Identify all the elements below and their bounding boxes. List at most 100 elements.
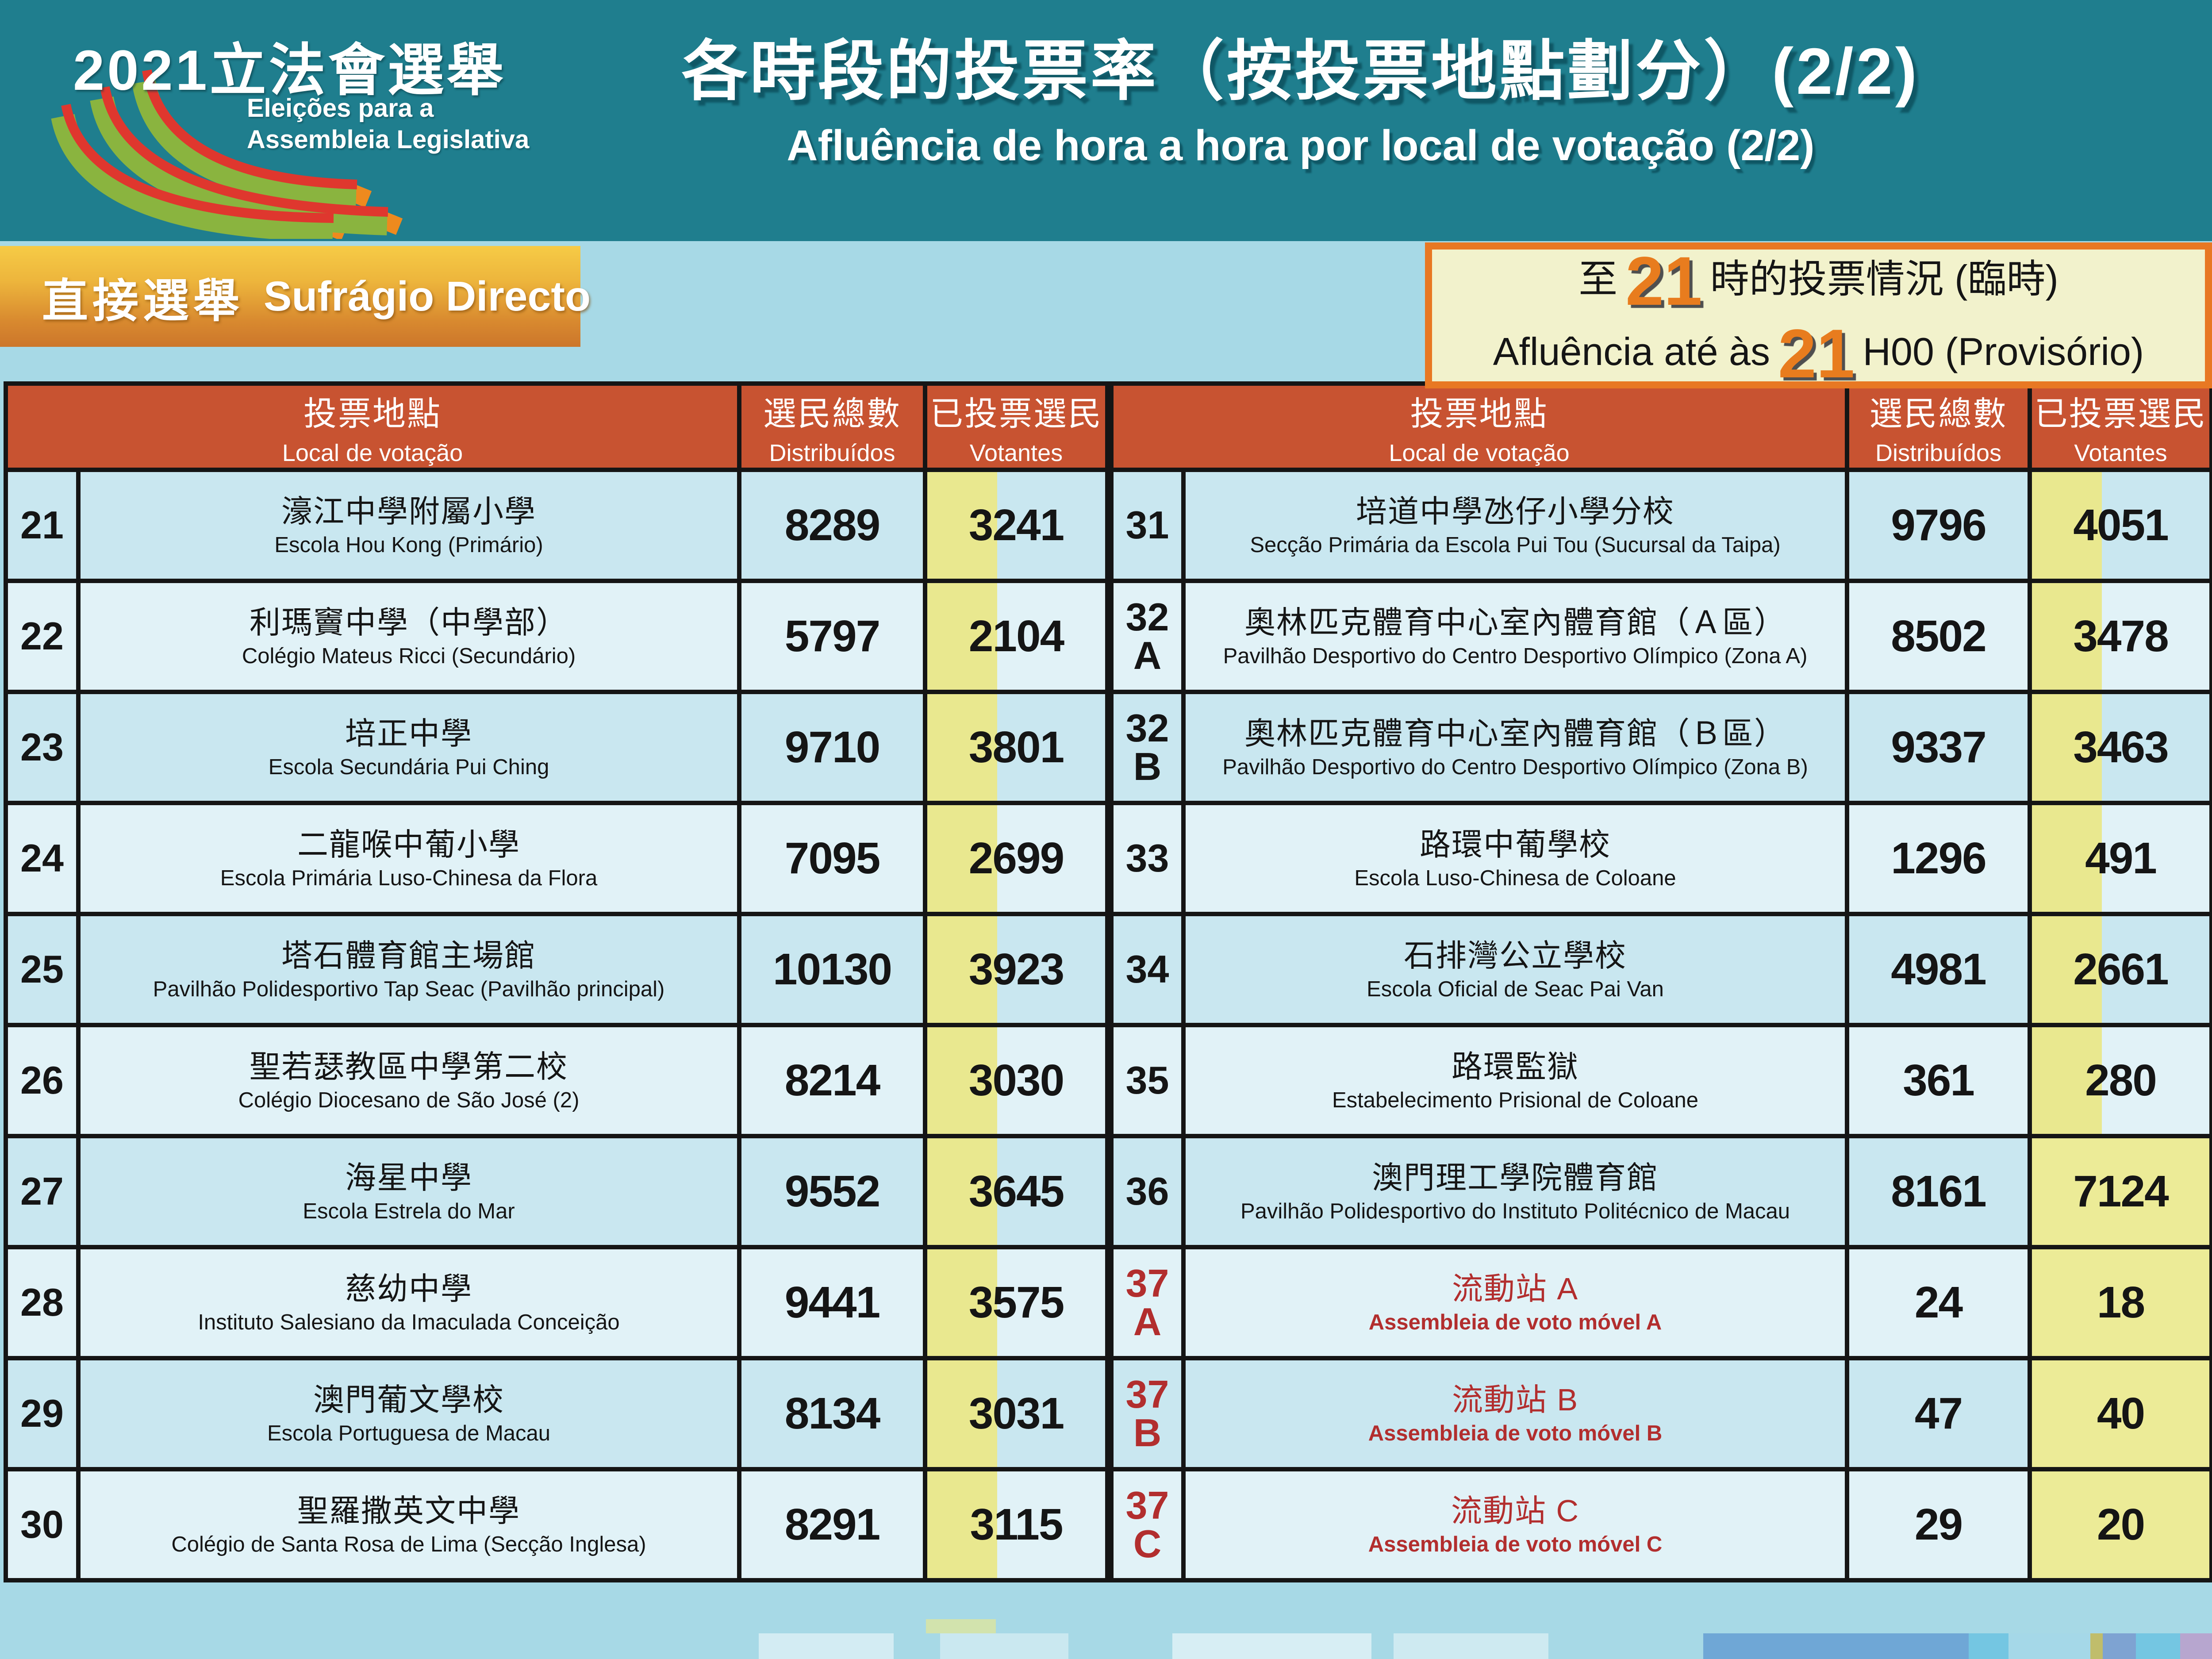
site-name-zh: 路環中葡學校 [1420, 827, 1611, 862]
site-number-cell: 27 [4, 1134, 81, 1249]
table-header-row: 投票地點 Local de votação 選民總數 Distribuídos … [3, 381, 1110, 472]
voters-cell: 20 [2028, 1467, 2212, 1582]
row-number: 32 [1125, 595, 1169, 639]
table-row: 32 B 奧林匹克體育中心室內體育館（Ｂ區） Pavilhão Desporti… [1109, 690, 2212, 805]
distributed-cell: 8214 [737, 1023, 928, 1138]
site-name-cell: 奧林匹克體育中心室內體育館（Ｂ區） Pavilhão Desportivo do… [1181, 690, 1850, 805]
row-number: 37 [1125, 1372, 1169, 1417]
cityscape-building-icon [1394, 1633, 1548, 1659]
distributed-cell: 8134 [737, 1356, 928, 1471]
col-header-distributed-pt: Distribuídos [769, 440, 895, 466]
site-number-cell: 29 [4, 1356, 81, 1471]
status-hour-zh: 21 [1625, 243, 1702, 320]
site-name-zh: 澳門葡文學校 [313, 1382, 504, 1417]
site-name-pt: Pavilhão Polidesportivo Tap Seac (Pavilh… [153, 977, 665, 1001]
site-number-cell: 25 [4, 912, 81, 1027]
bottom-art-lightblue-block [2008, 1633, 2090, 1659]
election-logo: 2021立法會選舉 Eleições para a Assembleia Leg… [31, 15, 562, 242]
row-number: 37 [1125, 1261, 1169, 1306]
site-name-cell: 塔石體育館主場館 Pavilhão Polidesportivo Tap Sea… [76, 912, 742, 1027]
site-name-cell: 奧林匹克體育中心室內體育館（Ａ區） Pavilhão Desportivo do… [1181, 579, 1850, 694]
row-number: 31 [1125, 503, 1169, 547]
row-number: 29 [20, 1391, 64, 1436]
logo-subtitle-line2: Assembleia Legislativa [247, 125, 530, 154]
bottom-art-olive-block [2090, 1633, 2103, 1659]
distributed-cell: 47 [1845, 1356, 2032, 1471]
table-row: 37 B 流動站 B Assembleia de voto móvel B 47… [1109, 1356, 2212, 1471]
site-name-cell: 聖羅撒英文中學 Colégio de Santa Rosa de Lima (S… [76, 1467, 742, 1582]
table-row: 27 海星中學 Escola Estrela do Mar 9552 3645 [4, 1134, 1110, 1249]
row-number: 30 [20, 1502, 64, 1547]
voters-cell: 7124 [2028, 1134, 2212, 1249]
row-number-suffix: B [1133, 744, 1162, 788]
col-header-location-zh: 投票地點 [1410, 395, 1548, 432]
logo-year-title: 2021立法會選舉 [73, 39, 506, 102]
site-number-cell: 36 [1109, 1134, 1186, 1249]
site-name-cell: 流動站 B Assembleia de voto móvel B [1181, 1356, 1850, 1471]
site-name-pt: Escola Portuguesa de Macau [267, 1421, 551, 1445]
row-number-suffix: A [1133, 1299, 1162, 1344]
distributed-cell: 9552 [737, 1134, 928, 1249]
site-name-zh: 流動站 C [1451, 1494, 1579, 1528]
voters-cell: 3575 [923, 1245, 1110, 1360]
site-name-pt: Escola Estrela do Mar [303, 1199, 515, 1223]
row-number: 22 [20, 614, 64, 658]
table-row: 23 培正中學 Escola Secundária Pui Ching 9710… [4, 690, 1110, 805]
distributed-cell: 9441 [737, 1245, 928, 1360]
table-row: 37 C 流動站 C Assembleia de voto móvel C 29… [1109, 1467, 2212, 1582]
site-name-cell: 流動站 A Assembleia de voto móvel A [1181, 1245, 1850, 1360]
site-name-pt: Estabelecimento Prisional de Coloane [1332, 1088, 1699, 1112]
voters-cell: 2699 [923, 801, 1110, 916]
site-name-zh: 奧林匹克體育中心室內體育館（Ａ區） [1244, 605, 1786, 640]
cityscape-building-icon [940, 1633, 1068, 1659]
status-pt-prefix: Afluência até às [1493, 329, 1770, 373]
col-header-location: 投票地點 Local de votação [1109, 381, 1850, 472]
site-name-zh: 奧林匹克體育中心室內體育館（Ｂ區） [1244, 716, 1786, 751]
site-name-pt: Escola Secundária Pui Ching [268, 755, 549, 779]
site-name-pt: Instituto Salesiano da Imaculada Conceiç… [198, 1310, 620, 1334]
site-name-cell: 二龍喉中葡小學 Escola Primária Luso-Chinesa da … [76, 801, 742, 916]
site-name-cell: 澳門葡文學校 Escola Portuguesa de Macau [76, 1356, 742, 1471]
table-row: 36 澳門理工學院體育館 Pavilhão Polidesportivo do … [1109, 1134, 2212, 1249]
site-name-zh: 流動站 B [1452, 1382, 1579, 1417]
site-number-cell: 23 [4, 690, 81, 805]
site-name-pt: Assembleia de voto móvel B [1368, 1421, 1663, 1445]
site-name-zh: 聖若瑟教區中學第二校 [250, 1049, 568, 1084]
site-name-pt: Escola Oficial de Seac Pai Van [1367, 977, 1664, 1001]
site-number-cell: 37 B [1109, 1356, 1186, 1471]
suffrage-badge-zh: 直接選舉 [42, 275, 244, 327]
status-zh-suffix: 時的投票情況 (臨時) [1710, 257, 2058, 301]
site-number-cell: 37 A [1109, 1245, 1186, 1360]
site-number-cell: 32 A [1109, 579, 1186, 694]
site-number-cell: 31 [1109, 468, 1186, 583]
turnout-table: 投票地點 Local de votação 選民總數 Distribuídos … [3, 381, 1110, 1582]
logo-arcs-icon [51, 69, 403, 242]
voters-cell: 491 [2028, 801, 2212, 916]
distributed-cell: 8291 [737, 1467, 928, 1582]
page-title-zh: 各時段的投票率（按投票地點劃分）(2/2) [681, 35, 1920, 108]
table-row: 34 石排灣公立學校 Escola Oficial de Seac Pai Va… [1109, 912, 2212, 1027]
col-header-voters: 已投票選民 Votantes [923, 381, 1110, 472]
distributed-cell: 4981 [1845, 912, 2032, 1027]
table-row: 30 聖羅撒英文中學 Colégio de Santa Rosa de Lima… [4, 1467, 1110, 1582]
voters-cell: 3463 [2028, 690, 2212, 805]
distributed-cell: 8161 [1845, 1134, 2032, 1249]
voters-cell: 3115 [923, 1467, 1110, 1582]
site-name-zh: 二龍喉中葡小學 [297, 827, 520, 862]
site-name-pt: Escola Hou Kong (Primário) [274, 533, 543, 557]
site-number-cell: 28 [4, 1245, 81, 1360]
site-number-cell: 30 [4, 1467, 81, 1582]
site-name-zh: 培道中學氹仔小學分校 [1356, 494, 1674, 529]
bottom-art-blue-block [1703, 1633, 1969, 1659]
distributed-cell: 24 [1845, 1245, 2032, 1360]
row-number: 23 [20, 725, 64, 769]
col-header-voters-pt: Votantes [969, 440, 1063, 466]
status-line-pt: Afluência até às 21 H00 (Provisório) [1493, 315, 2144, 390]
distributed-cell: 9337 [1845, 690, 2032, 805]
site-number-cell: 32 B [1109, 690, 1186, 805]
suffrage-badge-pt: Sufrágio Directo [264, 273, 591, 320]
site-name-pt: Pavilhão Desportivo do Centro Desportivo… [1223, 644, 1808, 668]
bottom-art-periwinkle-block [2103, 1633, 2136, 1659]
bottom-art-lavender-block [2180, 1633, 2212, 1659]
row-number: 21 [20, 503, 64, 547]
